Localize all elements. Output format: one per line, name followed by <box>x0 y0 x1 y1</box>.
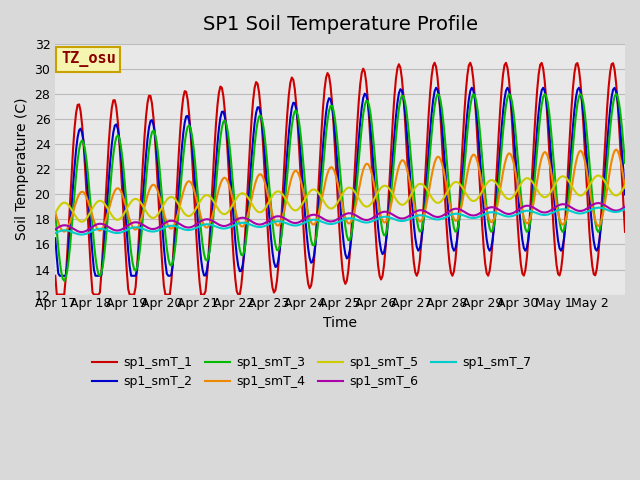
sp1_smT_7 <box>90 228 98 233</box>
sp1_smT_6 <box>51 227 59 232</box>
sp1_smT_6 <box>71 227 79 232</box>
sp1_smT_5 <box>51 210 59 216</box>
sp1_smT_7 <box>620 207 627 213</box>
Line: sp1_smT_6: sp1_smT_6 <box>55 203 625 232</box>
sp1_smT_7 <box>78 232 86 238</box>
sp1_smT_5 <box>459 185 467 191</box>
sp1_smT_5 <box>620 185 627 191</box>
sp1_smT_4 <box>72 199 80 205</box>
sp1_smT_6 <box>621 204 629 210</box>
X-axis label: Time: Time <box>323 316 357 330</box>
sp1_smT_2 <box>545 127 553 132</box>
Y-axis label: Soil Temperature (C): Soil Temperature (C) <box>15 98 29 240</box>
sp1_smT_5 <box>544 193 552 199</box>
sp1_smT_1 <box>461 110 468 116</box>
sp1_smT_3 <box>621 160 629 166</box>
sp1_smT_2 <box>504 85 511 91</box>
sp1_smT_2 <box>620 170 627 176</box>
sp1_smT_1 <box>53 292 61 298</box>
sp1_smT_5 <box>346 185 354 191</box>
sp1_smT_7 <box>544 212 552 217</box>
sp1_smT_7 <box>71 230 79 236</box>
Line: sp1_smT_1: sp1_smT_1 <box>55 63 625 295</box>
sp1_smT_3 <box>612 91 620 97</box>
sp1_smT_3 <box>51 210 59 216</box>
sp1_smT_1 <box>620 204 627 210</box>
sp1_smT_6 <box>346 210 354 216</box>
sp1_smT_3 <box>90 240 98 246</box>
sp1_smT_1 <box>72 110 80 116</box>
Text: TZ_osu: TZ_osu <box>61 51 116 67</box>
sp1_smT_6 <box>595 200 602 206</box>
sp1_smT_2 <box>90 267 98 273</box>
sp1_smT_4 <box>459 196 467 202</box>
Line: sp1_smT_5: sp1_smT_5 <box>55 176 625 222</box>
sp1_smT_1 <box>621 229 629 235</box>
sp1_smT_2 <box>346 247 354 253</box>
sp1_smT_6 <box>459 208 467 214</box>
sp1_smT_7 <box>346 216 354 221</box>
sp1_smT_4 <box>612 146 620 152</box>
Title: SP1 Soil Temperature Profile: SP1 Soil Temperature Profile <box>203 15 477 34</box>
sp1_smT_1 <box>346 251 354 257</box>
sp1_smT_5 <box>621 183 629 189</box>
sp1_smT_4 <box>90 218 98 224</box>
sp1_smT_2 <box>72 146 80 152</box>
sp1_smT_2 <box>51 235 59 241</box>
sp1_smT_5 <box>90 203 98 209</box>
sp1_smT_5 <box>78 219 86 225</box>
sp1_smT_3 <box>620 142 627 148</box>
Line: sp1_smT_2: sp1_smT_2 <box>55 88 625 276</box>
sp1_smT_7 <box>459 212 467 218</box>
sp1_smT_3 <box>72 172 80 178</box>
Line: sp1_smT_7: sp1_smT_7 <box>55 208 625 235</box>
sp1_smT_7 <box>595 205 602 211</box>
sp1_smT_5 <box>71 212 79 217</box>
Line: sp1_smT_3: sp1_smT_3 <box>55 94 625 281</box>
Legend: sp1_smT_1, sp1_smT_2, sp1_smT_3, sp1_smT_4, sp1_smT_5, sp1_smT_6, sp1_smT_7: sp1_smT_1, sp1_smT_2, sp1_smT_3, sp1_smT… <box>87 351 536 393</box>
sp1_smT_6 <box>90 223 98 228</box>
sp1_smT_3 <box>544 99 552 105</box>
Line: sp1_smT_4: sp1_smT_4 <box>55 149 625 232</box>
sp1_smT_4 <box>60 229 68 235</box>
sp1_smT_2 <box>459 168 467 174</box>
sp1_smT_1 <box>90 292 98 298</box>
sp1_smT_5 <box>595 173 602 179</box>
sp1_smT_4 <box>544 153 552 159</box>
sp1_smT_6 <box>620 205 627 211</box>
sp1_smT_4 <box>621 185 629 191</box>
sp1_smT_4 <box>346 220 354 226</box>
sp1_smT_7 <box>51 230 59 236</box>
sp1_smT_1 <box>545 146 553 152</box>
sp1_smT_3 <box>459 183 467 189</box>
sp1_smT_4 <box>51 210 59 216</box>
sp1_smT_6 <box>544 209 552 215</box>
sp1_smT_1 <box>51 273 59 278</box>
sp1_smT_6 <box>78 229 86 235</box>
sp1_smT_4 <box>620 175 627 181</box>
sp1_smT_7 <box>621 206 629 212</box>
sp1_smT_2 <box>56 273 63 279</box>
sp1_smT_2 <box>621 192 629 197</box>
sp1_smT_3 <box>60 278 68 284</box>
sp1_smT_1 <box>431 60 438 66</box>
sp1_smT_3 <box>346 237 354 243</box>
